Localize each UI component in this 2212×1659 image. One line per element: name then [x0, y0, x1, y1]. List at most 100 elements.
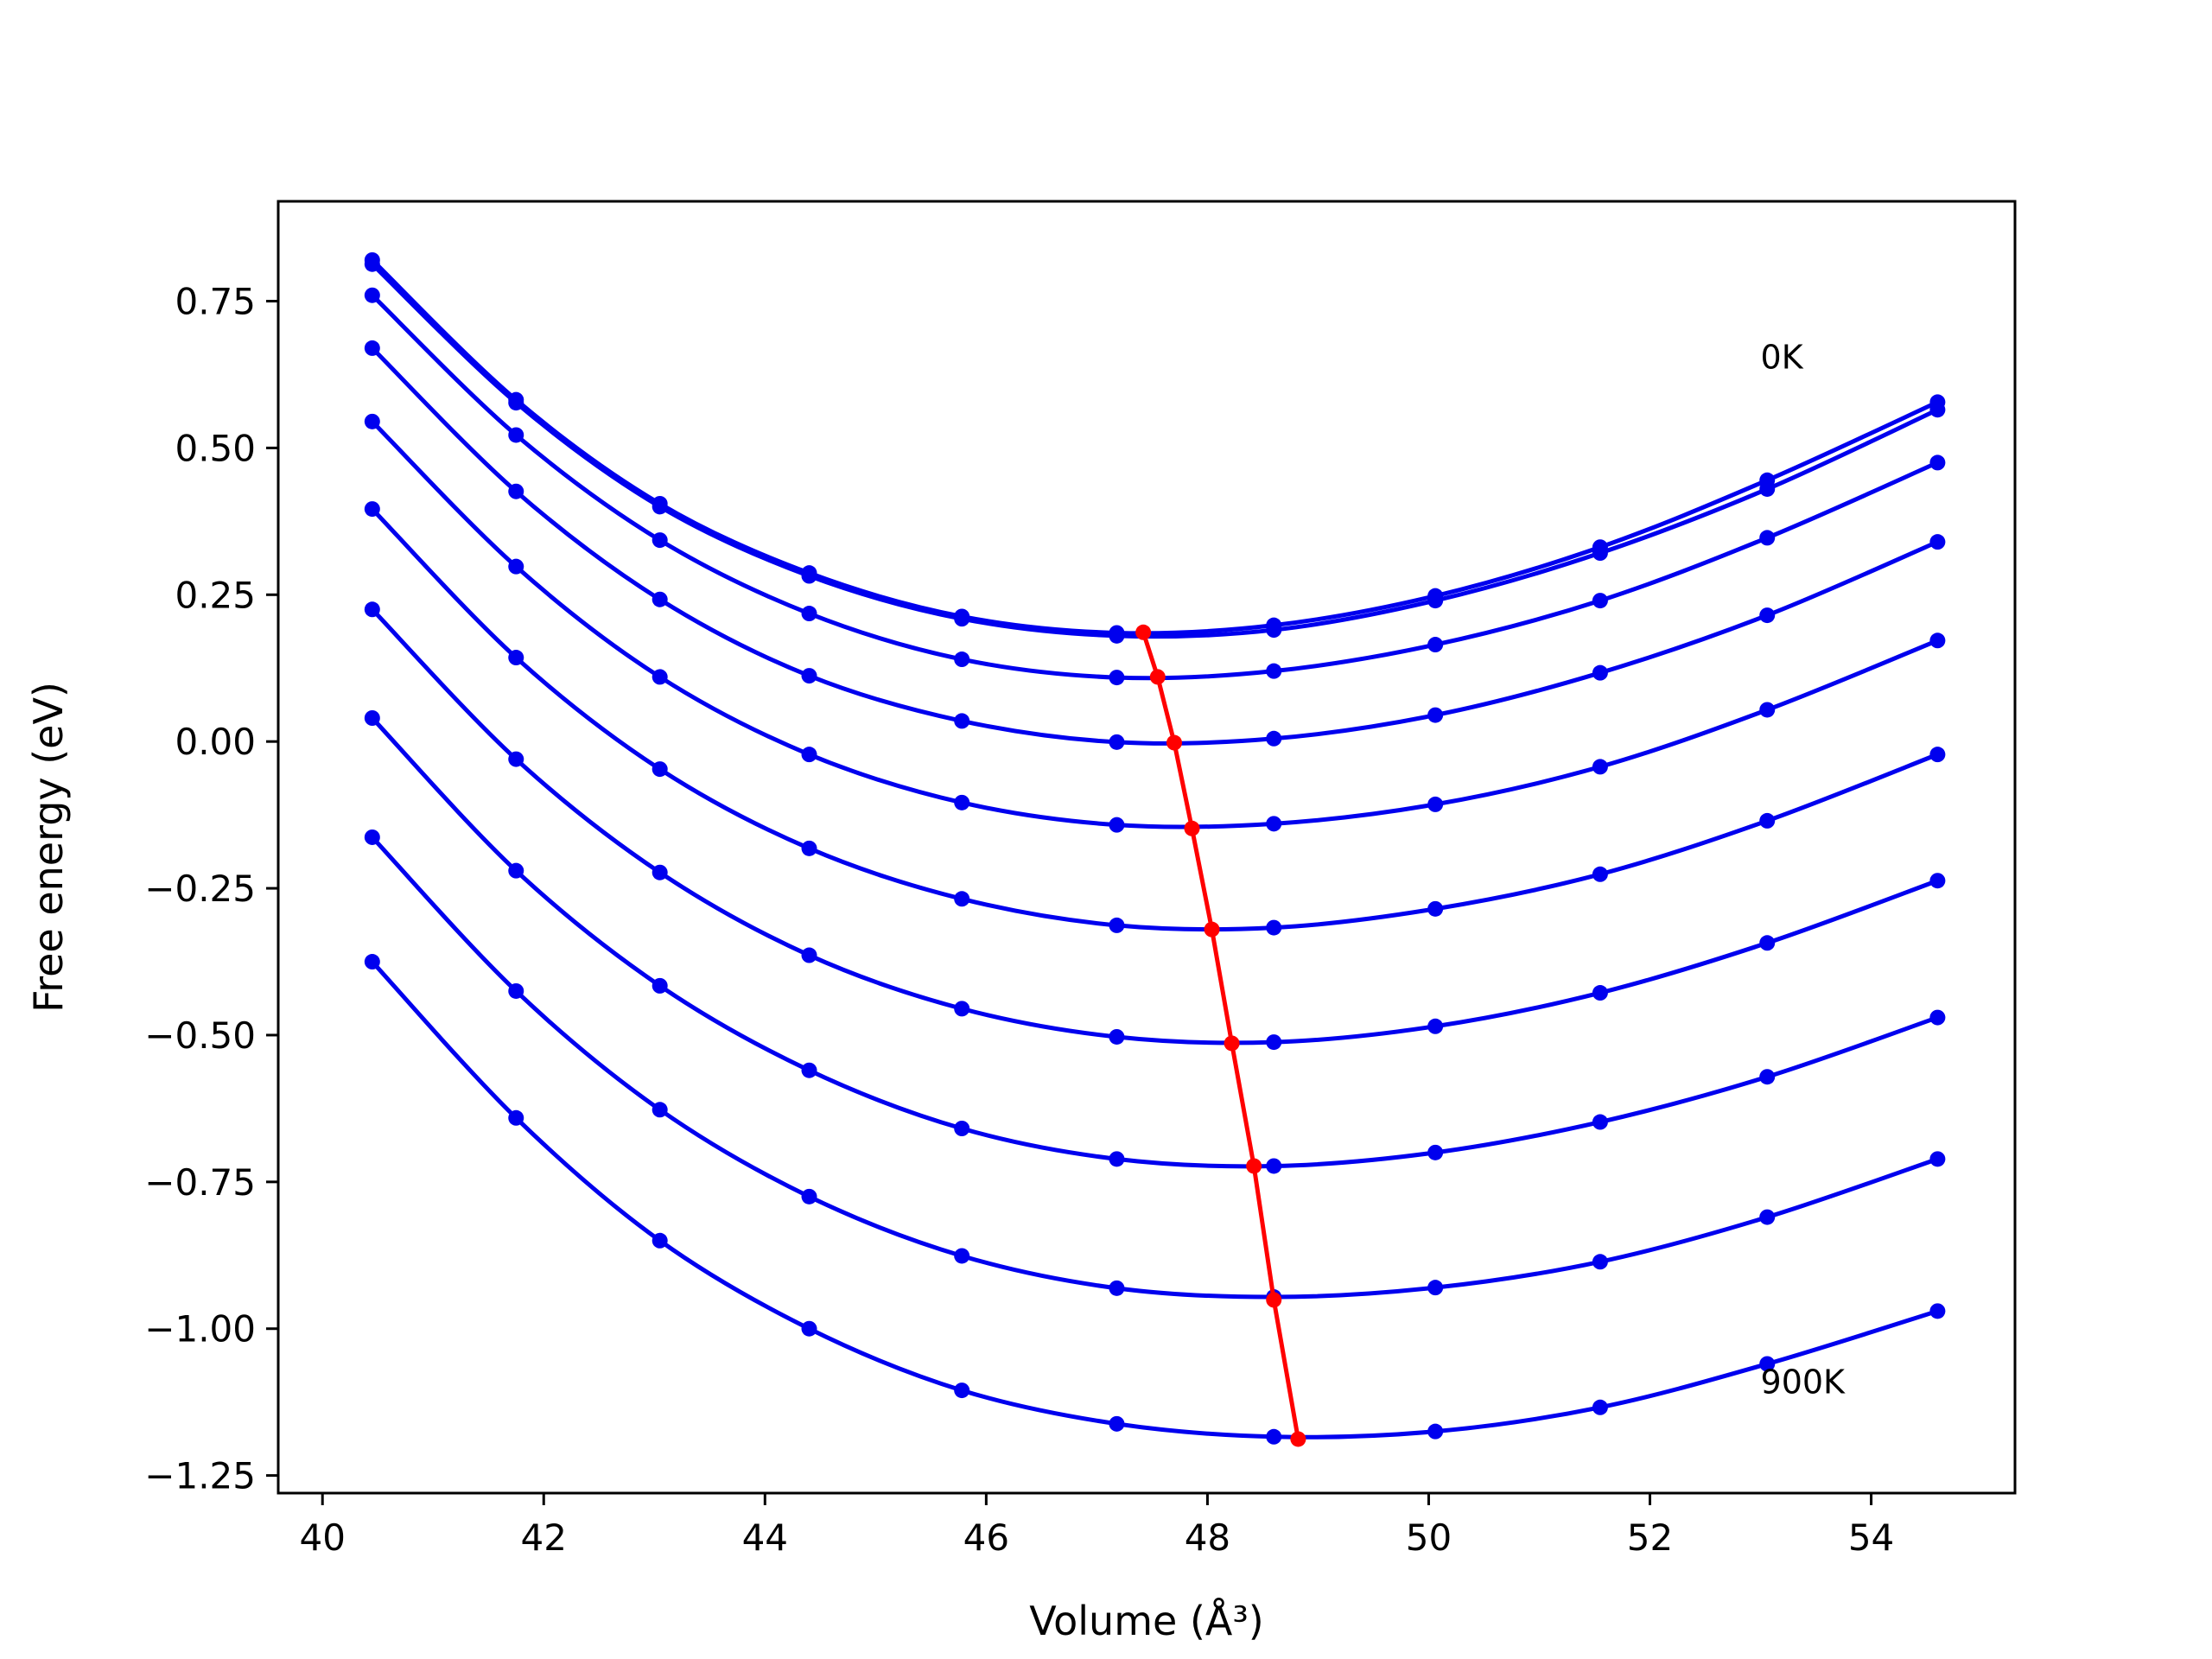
data-point [1759, 1069, 1776, 1085]
data-point [1109, 1280, 1125, 1296]
data-point [1929, 402, 1946, 418]
data-point [1109, 1415, 1125, 1432]
data-point [1109, 734, 1125, 750]
data-point [364, 954, 380, 970]
x-tick-label: 46 [963, 1516, 1009, 1559]
data-point [1427, 1280, 1444, 1296]
y-axis: 0.75 0.50 0.25 0.00 −0.25 −0.50 −0.75 −1.00 −1.2… [144, 281, 278, 1497]
data-point [1929, 632, 1946, 649]
series-9 [364, 954, 1946, 1445]
data-point [801, 668, 817, 684]
data-point [1759, 1356, 1776, 1372]
data-point [1929, 873, 1946, 889]
data-point [364, 829, 380, 845]
data-point [652, 669, 668, 685]
minimum-point [1224, 1035, 1240, 1052]
series-7 [364, 710, 1946, 1174]
temperature-annotation: 0K [1761, 339, 1804, 377]
minimum-point [1166, 734, 1183, 751]
data-point [364, 710, 380, 726]
y-tick-label: 0.00 [175, 721, 256, 763]
data-point [508, 650, 524, 666]
minimum-point [1246, 1158, 1262, 1174]
minimum-point [1135, 624, 1152, 640]
series-0 [364, 251, 1946, 641]
series-line [370, 960, 1939, 1440]
data-point [364, 287, 380, 303]
data-point [1592, 1114, 1608, 1130]
data-point [1266, 1034, 1282, 1051]
data-point [508, 862, 524, 879]
data-point [801, 747, 817, 763]
data-point [1929, 747, 1946, 763]
series-8 [364, 829, 1946, 1306]
data-point [1427, 796, 1444, 812]
y-tick-label: −1.00 [144, 1308, 256, 1351]
x-tick-label: 54 [1848, 1516, 1894, 1559]
data-point [652, 977, 668, 994]
data-point [652, 761, 668, 778]
data-point [1759, 607, 1776, 624]
data-point [801, 1062, 817, 1078]
data-point [954, 891, 970, 907]
data-point [1592, 1399, 1608, 1415]
y-tick-label: 0.25 [175, 574, 256, 616]
data-point [801, 1320, 817, 1337]
data-point [954, 794, 970, 810]
data-point [1266, 730, 1282, 747]
data-point [652, 532, 668, 549]
data-point [508, 751, 524, 767]
data-point [652, 1232, 668, 1249]
data-point [508, 558, 524, 575]
data-point [1266, 1428, 1282, 1445]
data-point [508, 483, 524, 499]
data-point [1266, 663, 1282, 679]
series-1 [364, 256, 1946, 644]
series-line [371, 293, 1939, 681]
data-point [1266, 1158, 1282, 1174]
data-point [364, 340, 380, 356]
data-point [508, 395, 524, 411]
data-point [1592, 593, 1608, 609]
x-tick-label: 40 [299, 1516, 345, 1559]
data-point [1592, 664, 1608, 681]
data-point [1759, 530, 1776, 546]
data-point [1929, 454, 1946, 471]
data-point [954, 611, 970, 627]
data-point [1759, 480, 1776, 497]
series-5 [364, 501, 1946, 936]
data-point [1427, 1423, 1444, 1440]
data-point [364, 601, 380, 618]
data-point [954, 652, 970, 668]
data-point [1266, 622, 1282, 639]
minimum-point [1290, 1431, 1306, 1447]
minimum-point [1266, 1292, 1282, 1308]
series-line [371, 716, 1939, 1169]
series-line [371, 262, 1939, 639]
data-point [364, 501, 380, 518]
series-3 [364, 340, 1946, 750]
axes-frame [276, 200, 2017, 1495]
data-point [954, 1382, 970, 1399]
x-tick-label: 44 [742, 1516, 788, 1559]
data-point [508, 982, 524, 999]
data-point [1929, 534, 1946, 550]
data-point [652, 864, 668, 880]
data-point [508, 1109, 524, 1126]
data-point [1109, 817, 1125, 833]
y-tick-label: −0.75 [144, 1161, 256, 1204]
data-point [1109, 1028, 1125, 1045]
minimum-point [1204, 921, 1220, 938]
data-point [364, 413, 380, 429]
series-6 [364, 601, 1946, 1051]
data-point [1109, 917, 1125, 933]
data-point [1929, 1151, 1946, 1167]
data-point [1427, 1144, 1444, 1160]
data-point [1929, 1009, 1946, 1026]
x-axis-label: Volume (Å³) [1029, 1598, 1264, 1644]
minimum-point [1184, 820, 1200, 836]
data-point [1427, 707, 1444, 723]
data-point [801, 606, 817, 622]
y-tick-label: −1.25 [144, 1455, 256, 1497]
